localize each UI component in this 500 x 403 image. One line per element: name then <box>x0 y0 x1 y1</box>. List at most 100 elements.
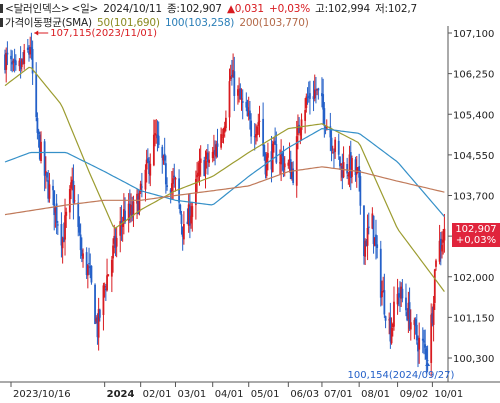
high-annotation: 107,115(2023/11/01) <box>50 28 157 39</box>
candle-body <box>29 46 32 55</box>
candle-body <box>194 178 197 206</box>
candle-body <box>102 285 105 315</box>
candle-body <box>170 183 173 192</box>
candle-body <box>132 201 135 216</box>
candle-body <box>389 317 392 342</box>
candle-body <box>263 145 266 156</box>
candle-body <box>430 314 433 363</box>
candle-body <box>400 286 403 299</box>
x-tick-label: 03/01 <box>177 389 206 400</box>
candle-body <box>131 206 134 218</box>
ma200-legend: 200(103,770) <box>239 17 309 29</box>
y-tick-label: 102,000 <box>453 273 494 284</box>
candle-body <box>408 302 411 329</box>
candle-body <box>417 342 419 352</box>
candle-body <box>439 238 442 249</box>
candle-body <box>97 309 100 338</box>
candle-body <box>305 96 308 108</box>
candle-body <box>114 236 117 248</box>
candle-body <box>79 234 82 251</box>
x-tick-label: 2024 <box>107 389 135 400</box>
candle-body <box>205 152 208 160</box>
candle-body <box>95 318 98 322</box>
candle-body <box>13 59 16 63</box>
y-tick-label: 101,150 <box>453 313 494 324</box>
change-abs: ▲0,031 <box>226 3 264 15</box>
candle-body <box>80 250 83 257</box>
high-arrowhead <box>34 30 39 36</box>
candle-body <box>98 309 101 318</box>
ma200-line <box>4 166 445 216</box>
candle-body <box>228 81 231 118</box>
candle-body <box>182 224 185 240</box>
candle-body <box>376 244 379 248</box>
candle-body <box>295 136 298 186</box>
candle-body <box>164 163 167 185</box>
candle-body <box>431 313 434 324</box>
candle-body <box>64 215 66 240</box>
candle-body <box>22 59 24 62</box>
candle-body <box>381 291 383 298</box>
candle-body <box>324 126 327 130</box>
y-tick-label: 103,700 <box>453 192 494 203</box>
candle-body <box>11 61 14 65</box>
ma-legend: 가격이동평균(SMA) 50(101,690) 100(103,258) 200… <box>0 15 311 30</box>
candle-body <box>334 139 337 152</box>
series-marker-icon <box>0 18 3 27</box>
last-price-change: +0,03% <box>455 235 497 246</box>
last-price-value: 102,907 <box>455 224 497 235</box>
y-tick-label: 106,250 <box>453 70 494 81</box>
candle-body <box>78 224 81 233</box>
candle-body <box>281 153 284 157</box>
candle-body <box>240 98 243 100</box>
candle-body <box>271 143 274 172</box>
candle-body <box>306 97 309 99</box>
candle-body <box>413 319 416 325</box>
candle-body <box>379 248 382 298</box>
candle-body <box>232 70 235 78</box>
candle-body <box>357 167 359 169</box>
candle-body <box>90 265 93 283</box>
candle-body <box>289 159 292 179</box>
candle-body <box>199 158 202 163</box>
candle-body <box>173 175 176 178</box>
candle-body <box>363 205 365 257</box>
candle-body <box>414 319 417 327</box>
candle-body <box>162 155 165 161</box>
candle-body <box>421 338 424 341</box>
candle-body <box>258 120 261 122</box>
candle-body <box>86 265 89 276</box>
candle-body <box>47 180 50 199</box>
candle-body <box>85 252 88 276</box>
x-tick-label: 10/01 <box>434 389 463 400</box>
candle-body <box>441 245 443 252</box>
candle-body <box>372 215 375 245</box>
x-tick-label: 07/01 <box>324 389 353 400</box>
candle-body <box>55 203 58 223</box>
candle-body <box>73 200 76 202</box>
candle-body <box>43 141 46 176</box>
candle-body <box>48 184 51 199</box>
candle-body <box>307 95 310 97</box>
candle-body <box>37 130 40 134</box>
candle-body <box>246 107 249 117</box>
candle-body <box>71 179 74 184</box>
x-tick-label: 04/01 <box>215 389 244 400</box>
y-tick-label: 107,100 <box>453 29 494 40</box>
candle-body <box>313 89 316 99</box>
candle-body <box>249 110 251 120</box>
candle-body <box>309 93 311 99</box>
candle-body <box>384 316 387 321</box>
x-tick-label: 08/01 <box>361 389 390 400</box>
y-tick-label: 100,300 <box>453 354 494 365</box>
candle-body <box>317 88 320 91</box>
candle-body <box>119 221 122 236</box>
candle-body <box>122 209 125 222</box>
candle-body <box>148 160 150 174</box>
candle-body <box>401 288 404 299</box>
candle-body <box>221 136 224 138</box>
candle-body <box>364 240 367 257</box>
candle-body <box>265 156 268 177</box>
candle-body <box>161 146 164 158</box>
candle-body <box>292 168 295 183</box>
